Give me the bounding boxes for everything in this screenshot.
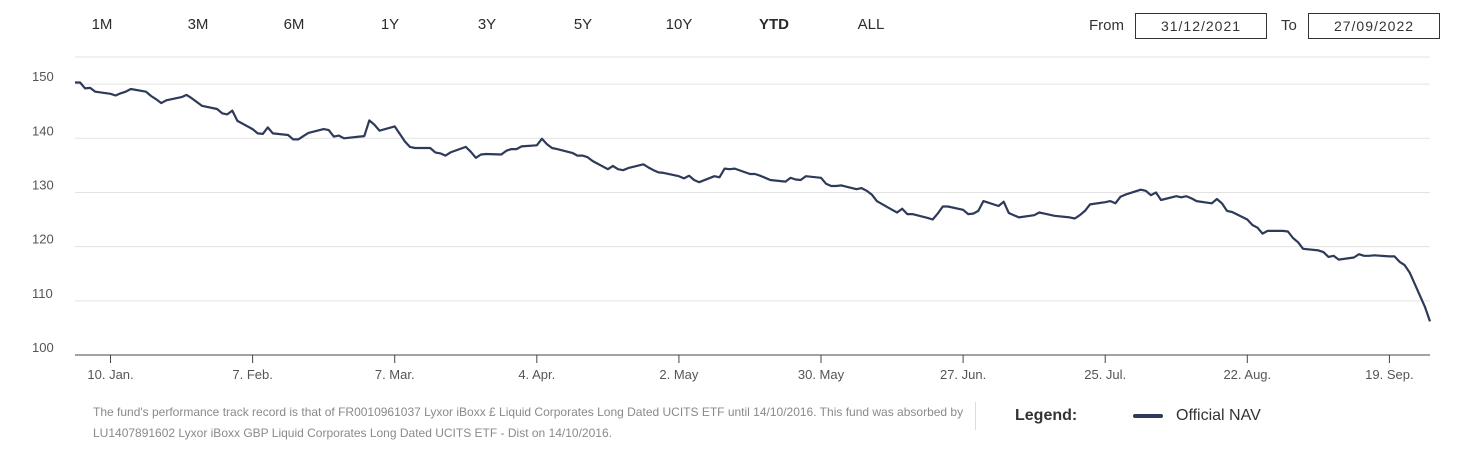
gridlines: [75, 56, 1430, 356]
range-button-ytd[interactable]: YTD: [759, 16, 789, 33]
x-tick-label: 2. May: [659, 367, 699, 382]
nav-line-chart: 100 110 120 130 140 150 10. Jan. 7. Feb. 7. Mar…: [32, 56, 1432, 382]
x-axis-ticks: 10. Jan. 7. Feb. 7. Mar. 4. Apr. 2. May 30. M…: [87, 355, 1414, 382]
range-button-3y[interactable]: 3Y: [477, 16, 497, 33]
x-tick-label: 27. Jun.: [940, 367, 986, 382]
to-label: To: [1281, 17, 1297, 34]
range-button-10y[interactable]: 10Y: [665, 16, 693, 33]
x-tick-label: 7. Feb.: [232, 367, 272, 382]
x-tick-label: 7. Mar.: [375, 367, 415, 382]
to-date-input[interactable]: [1308, 13, 1440, 39]
from-label: From: [1089, 17, 1124, 34]
y-tick-label: 140: [32, 123, 54, 138]
y-tick-label: 100: [32, 340, 54, 355]
range-button-3m[interactable]: 3M: [187, 16, 209, 33]
y-axis-ticks: 100 110 120 130 140 150: [32, 69, 54, 355]
x-tick-label: 30. May: [798, 367, 845, 382]
x-tick-label: 19. Sep.: [1365, 367, 1413, 382]
x-tick-label: 4. Apr.: [518, 367, 555, 382]
range-button-6m[interactable]: 6M: [283, 16, 305, 33]
y-tick-label: 110: [32, 286, 53, 301]
range-button-all[interactable]: ALL: [857, 16, 885, 33]
range-button-1y[interactable]: 1Y: [380, 16, 400, 33]
legend-line-swatch: [1133, 414, 1163, 418]
range-button-5y[interactable]: 5Y: [573, 16, 593, 33]
y-tick-label: 150: [32, 69, 54, 84]
y-tick-label: 130: [32, 177, 54, 192]
legend-label-official-nav: Official NAV: [1176, 407, 1261, 424]
x-tick-label: 25. Jul.: [1084, 367, 1126, 382]
from-date-input[interactable]: [1135, 13, 1267, 39]
series-line-official-nav: [75, 81, 1432, 322]
x-tick-label: 22. Aug.: [1223, 367, 1271, 382]
track-record-note: The fund's performance track record is t…: [93, 405, 964, 440]
range-button-1m[interactable]: 1M: [91, 16, 113, 33]
x-tick-label: 10. Jan.: [87, 367, 133, 382]
y-tick-label: 120: [32, 232, 54, 247]
note-divider: [975, 402, 976, 430]
legend-title: Legend:: [1015, 407, 1078, 424]
